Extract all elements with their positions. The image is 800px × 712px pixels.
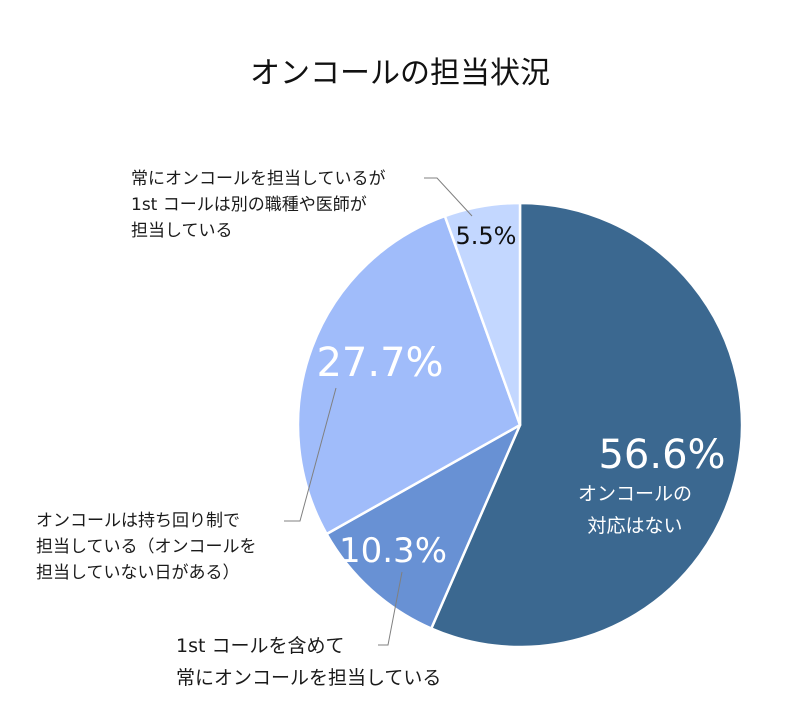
slice-label-rotation: オンコールは持ち回り制で 担当している（オンコールを 担当していない日がある） <box>36 511 257 583</box>
leader-line-27-7 <box>284 387 337 522</box>
slice-label-no-oncall: オンコールの 対応はない <box>577 483 692 537</box>
pct-label-10-3: 10.3% <box>339 531 447 571</box>
leader-line-5-5 <box>424 177 473 217</box>
pct-label-5-5: 5.5% <box>456 222 517 250</box>
pie-slice-1 <box>325 423 522 630</box>
pct-label-56-6: 56.6% <box>598 432 725 478</box>
pie-slice-0 <box>430 201 744 649</box>
pie-slice-3 <box>443 201 522 427</box>
leader-line-10-3 <box>378 571 403 646</box>
pct-label-27-7: 27.7% <box>316 340 443 386</box>
slice-label-always-incl-1st: 1st コールを含めて 常にオンコールを担当している <box>176 635 442 689</box>
slice-label-always-1st-other: 常にオンコールを担当しているが 1st コールは別の職種や医師が 担当している <box>131 169 386 241</box>
pie-slice-2 <box>296 214 522 536</box>
chart-title: オンコールの担当状況 <box>250 56 550 91</box>
